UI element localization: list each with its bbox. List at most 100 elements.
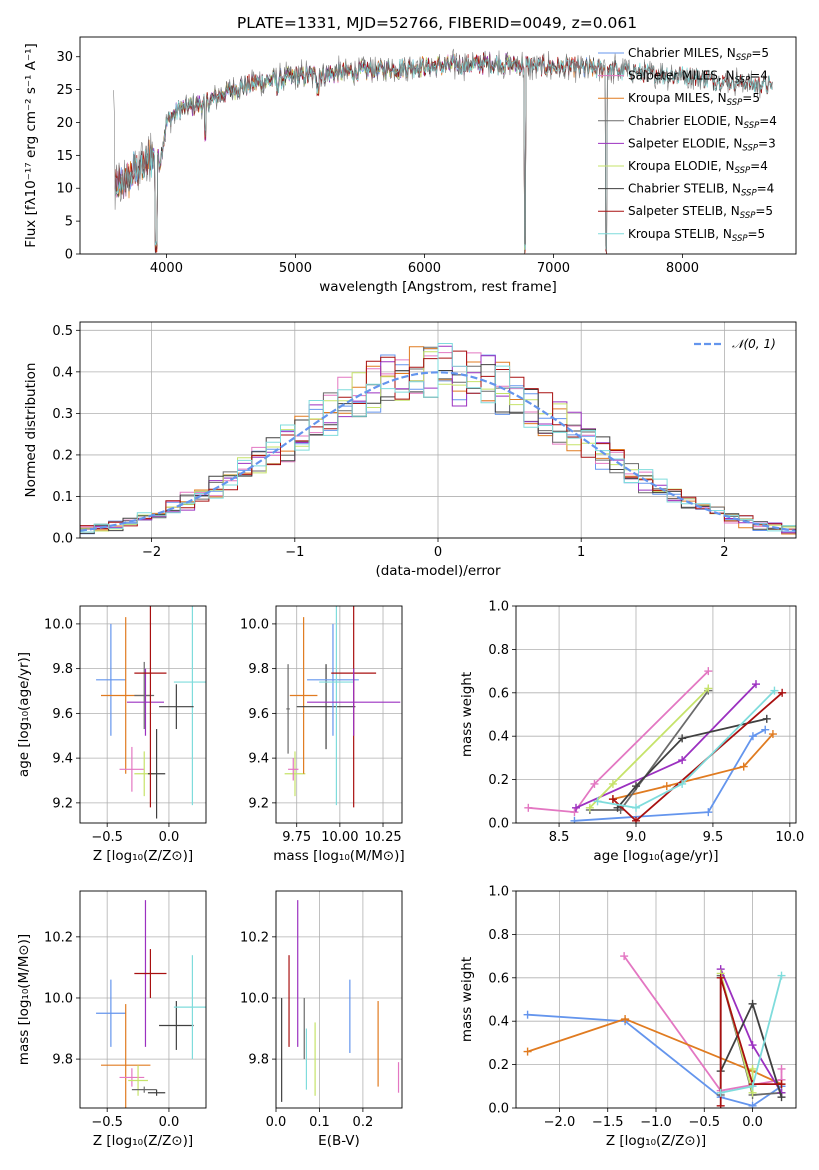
y-tick-label: 20 xyxy=(56,116,73,131)
y-tick-label: 9.4 xyxy=(248,752,269,767)
plot-area-mass-age xyxy=(284,606,401,808)
y-tick-label: 0.8 xyxy=(488,928,509,943)
weight-line xyxy=(575,683,757,809)
x-tick-label: 5000 xyxy=(279,261,312,276)
axes-mass-age: 9.75 10.00 10.25 9.2 9.4 9.6 9.8 10.0 mass [log₁… xyxy=(240,605,405,864)
observed-spectrum-line xyxy=(113,48,773,253)
legend-label: Kroupa MILES, NSSP=5 xyxy=(628,91,760,108)
y-tick-label: 10.2 xyxy=(240,930,269,945)
legend-label: Salpeter STELIB, NSSP=5 xyxy=(628,204,773,221)
plot-area-spectrum xyxy=(113,48,773,254)
x-tick-label: 9.5 xyxy=(703,830,724,845)
y-tick-label: 0 xyxy=(65,248,73,263)
axes-frame xyxy=(79,890,207,1109)
axes-Z-mass: −0.5 0.0 9.8 10.0 10.2 Z [log₁₀(Z/Z⊙)] mass [l… xyxy=(16,890,207,1149)
y-tick-label: 9.6 xyxy=(52,707,73,722)
y-tick-label: 10.0 xyxy=(44,617,73,632)
y-tick-label: 0.4 xyxy=(52,365,73,380)
x-axis-label: Z [log₁₀(Z/Z⊙)] xyxy=(606,1133,706,1149)
y-tick-label: 10.0 xyxy=(240,617,269,632)
weight-line xyxy=(612,733,774,800)
y-axis-label: age [log₁₀(age/yr)] xyxy=(16,652,32,777)
legend-label: Chabrier STELIB, NSSP=4 xyxy=(628,182,774,199)
y-tick-label: 0.2 xyxy=(488,1058,509,1073)
y-tick-label: 10.0 xyxy=(44,991,73,1006)
y-tick-label: 0.1 xyxy=(52,490,73,505)
y-tick-label: 25 xyxy=(56,83,73,98)
plot-area-Z-weight xyxy=(523,952,786,1108)
weight-line xyxy=(612,692,783,823)
axes-frame xyxy=(79,605,207,824)
weight-line xyxy=(527,1018,782,1085)
y-tick-label: 10 xyxy=(56,182,73,197)
y-tick-label: 0.6 xyxy=(488,971,509,986)
y-tick-label: 9.8 xyxy=(248,1053,269,1068)
x-tick-label: −2 xyxy=(142,545,161,560)
weight-line xyxy=(719,1001,783,1098)
x-tick-label: 6000 xyxy=(408,261,441,276)
weight-line xyxy=(719,977,782,1106)
x-tick-label: 8.5 xyxy=(549,830,570,845)
x-tick-label: 0 xyxy=(434,545,442,560)
x-axis-label: mass [log₁₀(M/M⊙)] xyxy=(273,848,404,864)
normal-legend-label: 𝒩(0, 1) xyxy=(732,337,776,351)
x-tick-label: −0.5 xyxy=(91,1115,123,1130)
x-axis-label: Z [log₁₀(Z/Z⊙)] xyxy=(93,848,193,864)
y-tick-label: 15 xyxy=(56,149,73,164)
axes-frame xyxy=(515,890,797,1109)
legend-label: Kroupa ELODIE, NSSP=4 xyxy=(628,159,768,176)
y-tick-label: 9.8 xyxy=(248,662,269,677)
weight-line xyxy=(528,670,709,814)
plot-area-Z-age xyxy=(96,606,206,819)
weight-line xyxy=(720,975,783,1094)
y-tick-label: 0.3 xyxy=(52,407,73,422)
y-tick-label: 0.0 xyxy=(52,532,73,547)
y-tick-label: 10.2 xyxy=(44,930,73,945)
plot-area-ebv-mass xyxy=(281,900,400,1102)
x-tick-label: −2.0 xyxy=(544,1115,576,1130)
weight-line xyxy=(616,717,768,809)
y-tick-label: 1.0 xyxy=(488,885,509,900)
plot-area-residual-histogram xyxy=(80,343,796,536)
spectrum-line xyxy=(114,52,773,254)
y-axis-label: mass weight xyxy=(459,672,475,757)
x-axis-label: Z [log₁₀(Z/Z⊙)] xyxy=(93,1133,193,1149)
x-tick-label: −0.5 xyxy=(91,830,123,845)
x-tick-label: 0.0 xyxy=(159,1115,180,1130)
x-tick-label: −1.0 xyxy=(640,1115,672,1130)
y-tick-label: 0.0 xyxy=(488,1102,509,1117)
x-tick-label: 10.00 xyxy=(321,830,358,845)
x-tick-label: 8000 xyxy=(666,261,699,276)
axes-Z-age: −0.5 0.0 9.2 9.4 9.6 9.8 10.0 Z [log₁₀(Z/Z⊙)] ag… xyxy=(16,605,207,864)
y-tick-label: 30 xyxy=(56,50,73,65)
weight-line xyxy=(597,689,776,809)
x-tick-label: 0.0 xyxy=(159,830,180,845)
y-tick-label: 9.8 xyxy=(52,1053,73,1068)
y-tick-label: 10.0 xyxy=(240,991,269,1006)
x-tick-label: 0.2 xyxy=(353,1115,374,1130)
x-tick-label: 1 xyxy=(577,545,585,560)
x-tick-label: 0.0 xyxy=(266,1115,287,1130)
spectrum-line xyxy=(153,52,528,251)
y-axis-label: mass [log₁₀(M/M⊙)] xyxy=(16,934,32,1065)
x-tick-label: 10.0 xyxy=(775,830,804,845)
x-tick-label: 0.1 xyxy=(309,1115,330,1130)
plot-area-Z-mass xyxy=(96,900,206,1108)
spectrum-line xyxy=(114,53,606,254)
x-tick-label: 2 xyxy=(720,545,728,560)
figure-title: PLATE=1331, MJD=52766, FIBERID=0049, z=0… xyxy=(237,14,637,32)
x-tick-label: −0.5 xyxy=(688,1115,720,1130)
axes-age-weight: 8.5 9.0 9.5 10.0 0.0 0.2 0.4 0.6 0.8 1.0 age [log₁… xyxy=(459,600,804,865)
spectrum-line xyxy=(153,54,529,254)
y-tick-label: 5 xyxy=(65,215,73,230)
legend-label: Chabrier MILES, NSSP=5 xyxy=(628,46,769,63)
x-axis-label: wavelength [Angstrom, rest frame] xyxy=(319,279,557,295)
y-axis-label: Normed distribution xyxy=(23,363,39,498)
y-tick-label: 0.2 xyxy=(488,773,509,788)
x-tick-label: 9.0 xyxy=(626,830,647,845)
axes-frame xyxy=(275,890,403,1109)
histogram-step xyxy=(80,343,796,534)
spectrum-line xyxy=(153,55,529,250)
legend-label: Chabrier ELODIE, NSSP=4 xyxy=(628,114,777,131)
